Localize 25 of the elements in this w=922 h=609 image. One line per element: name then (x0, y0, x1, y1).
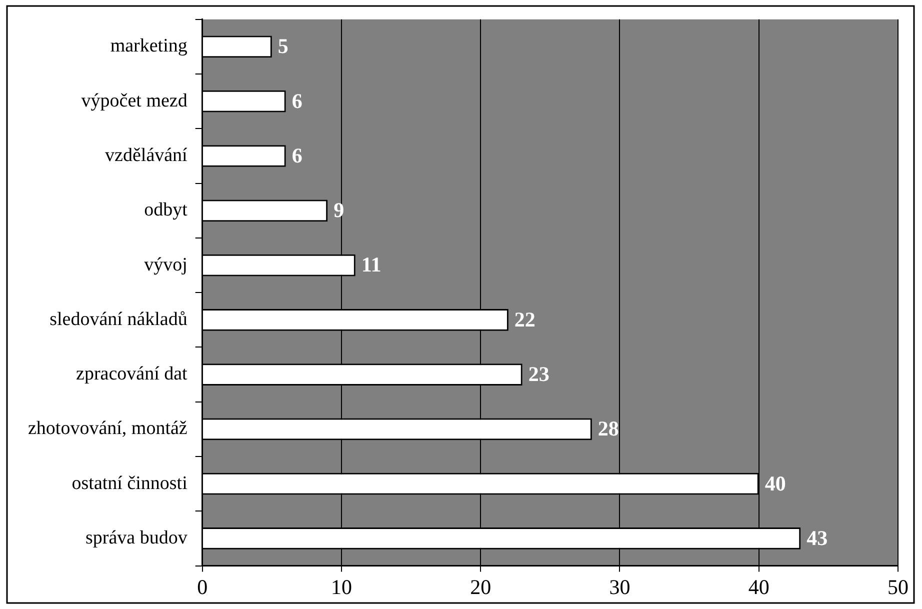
data-label: 6 (292, 88, 302, 113)
data-label: 28 (598, 416, 619, 441)
data-label: 43 (806, 526, 828, 550)
x-tick-label: 0 (197, 574, 208, 599)
y-tick-label: odbyt (144, 200, 188, 221)
y-tick-label: marketing (110, 36, 188, 57)
data-label: 22 (514, 307, 536, 332)
y-tick-label: sledování nákladů (50, 308, 188, 330)
y-tick-label: vzdělávání (105, 144, 188, 166)
data-label: 40 (764, 471, 786, 496)
data-label: 6 (292, 143, 302, 168)
x-tick-label: 20 (470, 574, 492, 599)
x-tick-label: 50 (888, 574, 908, 599)
data-label: 23 (528, 362, 550, 386)
y-tick-label: ostatní činnosti (72, 472, 188, 494)
x-tick-label: 10 (330, 574, 352, 599)
data-label: 5 (278, 34, 288, 58)
x-tick-label: 30 (609, 574, 630, 599)
x-tick-label: 40 (748, 574, 770, 599)
y-tick-label: zhotovování, montáž (28, 418, 188, 440)
y-tick-label: vývoj (144, 254, 188, 276)
y-tick-label: správa budov (86, 527, 188, 548)
y-tick-label: zpracování dat (76, 364, 188, 385)
y-tick-label: výpočet mezd (81, 90, 188, 112)
data-label: 11 (361, 252, 382, 277)
